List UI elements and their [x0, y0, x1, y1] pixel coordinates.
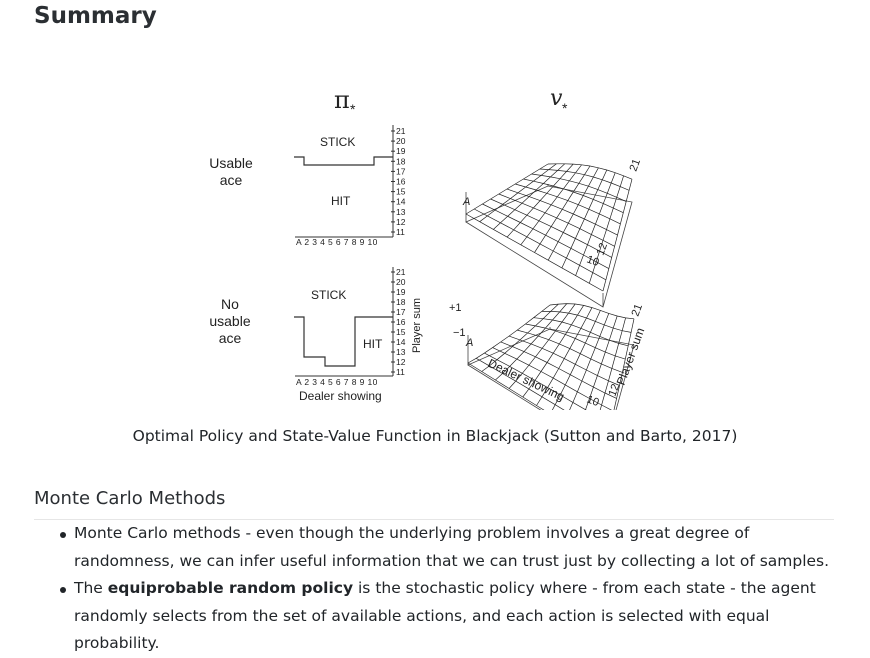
top-player-tick-16: 16 [396, 177, 406, 187]
no-usable-ace-label-2: usable [209, 313, 250, 329]
bottom-player-tick-12: 12 [396, 357, 406, 367]
surface-grid-line [547, 163, 633, 180]
bottom-surface-twelve-label: 12 [607, 382, 622, 398]
top-player-tick-11: 11 [396, 227, 405, 237]
blackjack-figure-svg: π * v * Usable ace No usable ace STICK H… [209, 86, 648, 410]
top-player-tick-14: 14 [396, 197, 406, 207]
surface-grid-line [602, 179, 633, 292]
pi-star-subscript: * [350, 101, 356, 117]
bottom-surface-21-label: 21 [630, 302, 645, 318]
surface-grid-line [569, 313, 610, 410]
surface-grid-line [549, 303, 635, 320]
bullet-text-2-bold: equiprobable random policy [107, 579, 354, 597]
bottom-player-tick-17: 17 [396, 307, 406, 317]
surface-grid-line [575, 172, 616, 276]
top-player-tick-21: 21 [396, 126, 406, 136]
bottom-dealer-showing-3d-label: Dealer showing [486, 356, 567, 404]
top-player-tick-12: 12 [396, 217, 406, 227]
surface-grid-line [588, 175, 624, 284]
top-surface-twelve-label: 12 [595, 241, 610, 257]
bottom-surface-ace-label: A [465, 337, 473, 349]
surface-box [465, 184, 633, 308]
bottom-player-tick-20: 20 [396, 277, 406, 287]
top-stick-label: STICK [320, 135, 355, 149]
bullet-dot [60, 532, 66, 538]
bottom-policy-boundary [294, 316, 393, 367]
dealer-showing-axis-label: Dealer showing [299, 389, 382, 403]
surface-grid-line [585, 315, 618, 410]
surface-grid-line [506, 188, 618, 236]
bottom-hit-label: HIT [363, 337, 383, 351]
top-player-tick-19: 19 [396, 146, 406, 156]
top-policy-boundary [294, 156, 393, 166]
bottom-surface-minus-one: −1 [453, 327, 466, 339]
bottom-surface-ten-label: 10 [585, 394, 601, 409]
list-item: The equiprobable random policy is the st… [34, 575, 834, 658]
no-usable-ace-label-1: No [221, 296, 239, 312]
list-item: Monte Carlo methods - even though the un… [34, 520, 834, 575]
top-player-tick-15: 15 [396, 187, 406, 197]
bullet-dot [60, 587, 66, 593]
top-surface-ace-label: A [462, 196, 470, 208]
bottom-player-tick-21: 21 [396, 267, 406, 277]
surface-grid-line [531, 173, 627, 202]
section-divider [34, 519, 834, 520]
bottom-player-tick-14: 14 [396, 337, 406, 347]
surface-grid-line [613, 318, 635, 410]
surface-grid-line [539, 168, 630, 191]
bottom-player-tick-18: 18 [396, 297, 406, 307]
surface-grid-line [547, 167, 599, 261]
surface-grid-line [541, 311, 632, 333]
bottom-surface-plus-one: +1 [449, 302, 462, 314]
pi-star-heading: π [334, 86, 350, 114]
surface-grid-line [599, 317, 626, 410]
bottom-value-surface [467, 303, 635, 410]
usable-ace-label-1: Usable [209, 155, 253, 171]
top-hit-label: HIT [331, 194, 351, 208]
bottom-player-tick-16: 16 [396, 317, 406, 327]
bottom-dealer-tick-labels: A 2 3 4 5 6 7 8 9 10 [296, 377, 378, 387]
surface-grid-line [523, 178, 624, 214]
surface-grid-line [561, 169, 608, 269]
bullet-text-2-prefix: The [74, 579, 108, 597]
bullet-text-1: Monte Carlo methods - even though the un… [74, 524, 830, 570]
section-heading: Monte Carlo Methods [34, 488, 226, 509]
surface-grid-line [508, 335, 620, 386]
page-title: Summary [34, 3, 157, 29]
top-dealer-tick-labels: A 2 3 4 5 6 7 8 9 10 [296, 237, 378, 247]
top-player-tick-13: 13 [396, 207, 406, 217]
surface-grid-line [515, 183, 621, 225]
usable-ace-label-2: ace [220, 172, 243, 188]
bottom-player-tick-19: 19 [396, 287, 406, 297]
top-value-surface [465, 163, 633, 308]
top-surface-21-label: 21 [628, 157, 643, 173]
v-star-subscript: * [562, 100, 568, 116]
no-usable-ace-label-3: ace [219, 330, 242, 346]
figure-caption: Optimal Policy and State-Value Function … [132, 427, 738, 445]
player-sum-axis-label: Player sum [411, 298, 423, 353]
bottom-player-tick-11: 11 [396, 367, 405, 377]
bottom-player-tick-15: 15 [396, 327, 406, 337]
bottom-stick-label: STICK [311, 288, 346, 302]
blackjack-figure: π * v * Usable ace No usable ace STICK H… [0, 80, 870, 410]
surface-grid-line [517, 329, 623, 373]
surface-grid-line [533, 317, 629, 347]
top-player-tick-18: 18 [396, 156, 406, 166]
bottom-player-tick-13: 13 [396, 347, 406, 357]
top-surface-ten-label: 10 [585, 254, 601, 269]
surface-grid-line [525, 323, 626, 360]
surface-grid-line [551, 310, 601, 410]
bullet-list: Monte Carlo methods - even though the un… [34, 519, 834, 658]
top-player-tick-20: 20 [396, 136, 406, 146]
bottom-player-sum-3d-label: Player sum [614, 326, 648, 387]
top-player-tick-17: 17 [396, 166, 406, 176]
surface-box [467, 327, 635, 410]
v-star-heading: v [550, 86, 563, 111]
